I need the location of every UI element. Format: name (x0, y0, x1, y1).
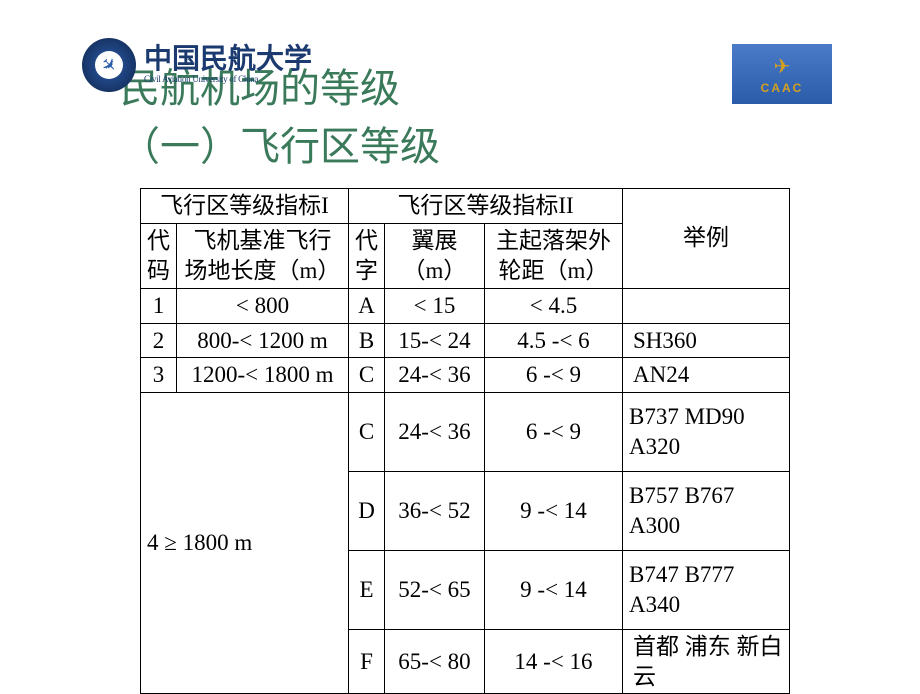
cell-gear: 9 -< 14 (485, 472, 623, 551)
cell-length: < 800 (177, 288, 349, 323)
cell-code2: A (349, 288, 385, 323)
slide: ✈ 中国民航大学 Civil Aviation University of Ch… (0, 0, 920, 651)
cell-code1: 2 (141, 323, 177, 358)
header-group-2: 飞行区等级指标II (349, 189, 623, 224)
cell-wingspan: 24-< 36 (385, 393, 485, 472)
cell-example: AN24 (623, 358, 790, 393)
table-row: 2 800-< 1200 m B 15-< 24 4.5 -< 6 SH360 (141, 323, 790, 358)
cell-wingspan: 36-< 52 (385, 472, 485, 551)
header-gear-track: 主起落架外轮距（m） (485, 223, 623, 288)
table-row: 1 < 800 A < 15 < 4.5 (141, 288, 790, 323)
cell-example: B757 B767 A300 (623, 472, 790, 551)
university-logo: ✈ 中国民航大学 Civil Aviation University of Ch… (82, 38, 312, 92)
cell-code2: B (349, 323, 385, 358)
cell-wingspan: 52-< 65 (385, 550, 485, 629)
cell-example: B747 B777 A340 (623, 550, 790, 629)
cell-gear: 9 -< 14 (485, 550, 623, 629)
header-code1: 代码 (141, 223, 177, 288)
cell-wingspan: 24-< 36 (385, 358, 485, 393)
cell-wingspan: 15-< 24 (385, 323, 485, 358)
university-name-en: Civil Aviation University of China (144, 75, 312, 85)
header-wingspan: 翼展（m） (385, 223, 485, 288)
table-header-row-1: 飞行区等级指标I 飞行区等级指标II 举例 (141, 189, 790, 224)
cell-gear: 6 -< 9 (485, 358, 623, 393)
university-name-block: 中国民航大学 Civil Aviation University of Chin… (144, 45, 312, 86)
cell-code2: E (349, 550, 385, 629)
cell-wingspan: 65-< 80 (385, 629, 485, 694)
caac-label: CAAC (761, 81, 804, 95)
header-examples: 举例 (623, 189, 790, 289)
plane-icon: ✈ (96, 52, 122, 78)
cell-example: SH360 (623, 323, 790, 358)
cell-code2: C (349, 358, 385, 393)
classification-table-wrap: 飞行区等级指标I 飞行区等级指标II 举例 代码 飞机基准飞行场地长度（m） 代… (140, 188, 790, 694)
caac-logo: ✈ CAAC (732, 44, 832, 104)
cell-length: 800-< 1200 m (177, 323, 349, 358)
cell-gear: < 4.5 (485, 288, 623, 323)
logo-inner-circle: ✈ (95, 51, 123, 79)
table-row: 4 ≥ 1800 m C 24-< 36 6 -< 9 B737 MD90 A3… (141, 393, 790, 472)
cell-code1: 3 (141, 358, 177, 393)
university-name-cn: 中国民航大学 (144, 45, 312, 76)
classification-table: 飞行区等级指标I 飞行区等级指标II 举例 代码 飞机基准飞行场地长度（m） 代… (140, 188, 790, 694)
cell-code1: 1 (141, 288, 177, 323)
cell-example: 首都 浦东 新白云 (623, 629, 790, 694)
cell-gear: 4.5 -< 6 (485, 323, 623, 358)
cell-length: 1200-< 1800 m (177, 358, 349, 393)
header-code2: 代字 (349, 223, 385, 288)
header-ref-length: 飞机基准飞行场地长度（m） (177, 223, 349, 288)
cell-gear: 6 -< 9 (485, 393, 623, 472)
table-row: 3 1200-< 1800 m C 24-< 36 6 -< 9 AN24 (141, 358, 790, 393)
cell-example (623, 288, 790, 323)
cell-code2: C (349, 393, 385, 472)
logo-emblem: ✈ (82, 38, 136, 92)
cell-code2: D (349, 472, 385, 551)
cell-wingspan: < 15 (385, 288, 485, 323)
caac-emblem-icon: ✈ (774, 54, 791, 79)
title-line-2: （一）飞行区等级 (120, 118, 870, 176)
cell-gear: 14 -< 16 (485, 629, 623, 694)
cell-code2: F (349, 629, 385, 694)
header-group-1: 飞行区等级指标I (141, 189, 349, 224)
cell-code4-length: 4 ≥ 1800 m (141, 393, 349, 694)
cell-example: B737 MD90 A320 (623, 393, 790, 472)
